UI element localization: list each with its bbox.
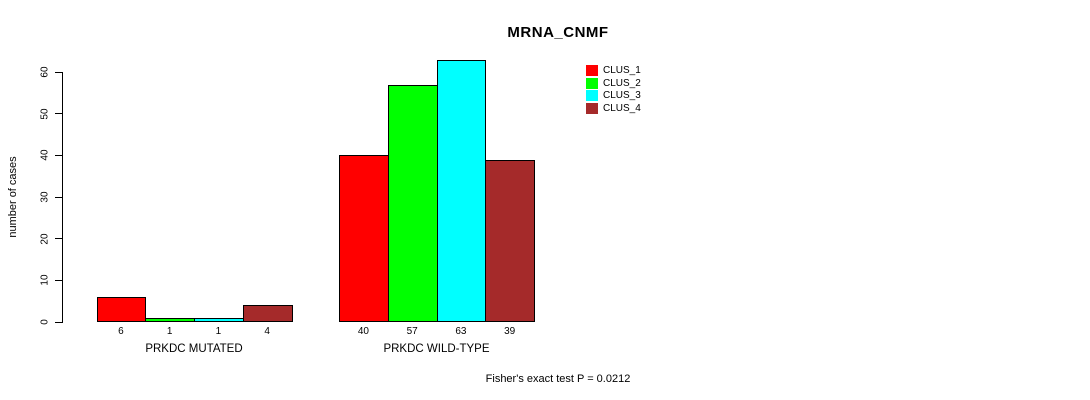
legend-swatch-CLUS_1 xyxy=(586,64,598,76)
legend-swatch-CLUS_3 xyxy=(586,90,598,102)
bar-value-label: 6 xyxy=(118,326,124,337)
legend-label: CLUS_4 xyxy=(603,103,641,115)
bar-value-label: 40 xyxy=(357,326,369,337)
y-tick-mark xyxy=(55,279,62,281)
group-label: PRKDC WILD-TYPE xyxy=(383,343,490,355)
legend-swatch-CLUS_2 xyxy=(586,77,598,89)
bar-CLUS_3 xyxy=(194,317,244,322)
legend-item-CLUS_3: CLUS_3 xyxy=(586,90,641,103)
bar-CLUS_3 xyxy=(436,59,487,322)
y-tick-mark xyxy=(55,238,62,240)
annotation-text: Fisher's exact test P = 0.0212 xyxy=(485,373,631,385)
y-tick-label: 20 xyxy=(39,233,51,245)
bar-CLUS_1 xyxy=(96,297,147,322)
legend-item-CLUS_1: CLUS_1 xyxy=(586,64,641,77)
y-tick-mark xyxy=(55,321,62,323)
y-axis-label: number of cases xyxy=(7,156,19,238)
legend-swatch-CLUS_4 xyxy=(586,103,598,115)
y-tick-mark xyxy=(55,113,62,115)
chart-title: MRNA_CNMF xyxy=(507,24,609,41)
bar-CLUS_4 xyxy=(242,305,293,322)
y-tick-mark xyxy=(55,154,62,156)
y-tick-label: 40 xyxy=(39,149,51,161)
legend-item-CLUS_2: CLUS_2 xyxy=(586,77,641,90)
bar-CLUS_1 xyxy=(339,155,389,322)
legend-label: CLUS_1 xyxy=(603,64,641,76)
group-label: PRKDC MUTATED xyxy=(145,343,243,355)
bar-value-label: 1 xyxy=(166,326,173,337)
y-tick-label: 10 xyxy=(39,274,51,286)
legend-label: CLUS_3 xyxy=(603,90,641,102)
bar-CLUS_2 xyxy=(387,84,438,322)
bar-value-label: 1 xyxy=(215,326,222,337)
y-axis-line xyxy=(62,72,63,323)
y-tick-label: 60 xyxy=(39,66,51,78)
legend-label: CLUS_2 xyxy=(603,77,641,89)
y-tick-mark xyxy=(55,71,62,73)
y-tick-label: 0 xyxy=(39,319,51,325)
legend: CLUS_1 CLUS_2 CLUS_3 CLUS_4 xyxy=(586,64,641,115)
y-tick-label: 30 xyxy=(39,191,51,203)
y-tick-label: 50 xyxy=(39,108,51,120)
bar-value-label: 39 xyxy=(504,326,516,337)
bar-CLUS_4 xyxy=(485,159,535,322)
y-tick-mark xyxy=(55,196,62,198)
bar-CLUS_2 xyxy=(145,317,195,322)
legend-item-CLUS_4: CLUS_4 xyxy=(586,102,641,115)
bar-value-label: 4 xyxy=(264,326,270,337)
bar-value-label: 63 xyxy=(455,326,467,337)
bar-value-label: 57 xyxy=(406,326,418,337)
